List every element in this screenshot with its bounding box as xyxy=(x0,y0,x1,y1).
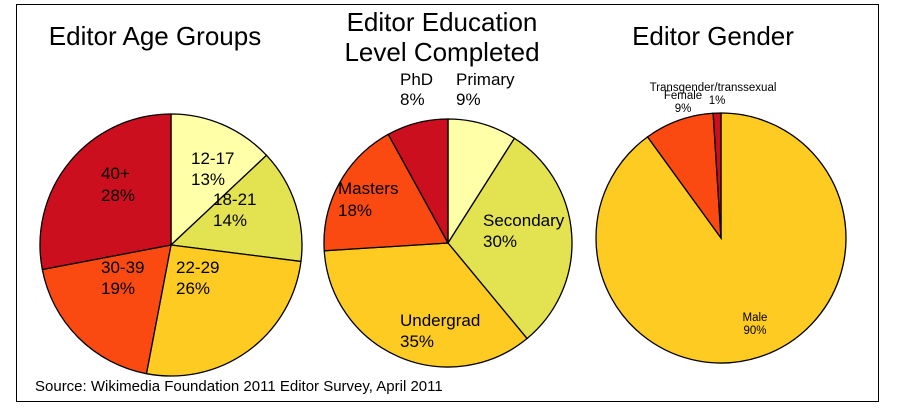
slice-label: Male xyxy=(743,312,768,324)
slice-label: Masters xyxy=(338,179,398,198)
pie-slice-phd xyxy=(387,118,449,244)
pie-slice-secondary xyxy=(447,137,573,340)
slice-value-label: 35% xyxy=(400,332,434,351)
pie-slice-40- xyxy=(39,113,172,271)
slice-value-label: 19% xyxy=(101,279,135,298)
slice-label: 40+ xyxy=(101,164,130,183)
source-note: Source: Wikimedia Foundation 2011 Editor… xyxy=(35,378,443,395)
pie-slice-22-29 xyxy=(145,244,302,377)
slice-label: 18-21 xyxy=(213,190,256,209)
slice-label: PhD xyxy=(400,70,433,89)
slice-value-label: 14% xyxy=(213,211,247,230)
slice-value-label: 18% xyxy=(338,201,372,220)
pie-slice-masters xyxy=(323,133,450,252)
pies-group: 12-17 13%18-21 14% 22-29 26% 30-39 19% 40+ 28% Pr… xyxy=(39,70,847,377)
slice-value-label: 9% xyxy=(675,103,692,115)
slice-value-label: 13% xyxy=(191,170,225,189)
slice-value-label: 26% xyxy=(176,279,210,298)
pie-slice-undergrad xyxy=(323,242,528,368)
slice-label: 12-17 xyxy=(191,149,234,168)
slice-label: Primary xyxy=(456,70,515,89)
pie-slice-30-39 xyxy=(41,244,172,375)
slice-label: Undergrad xyxy=(400,311,480,330)
slice-label: Transgender/transsexual xyxy=(650,82,777,94)
pie-slice-18-21 xyxy=(169,154,303,263)
pie-chart-1: 12-17 13%18-21 14% 22-29 26% 30-39 19% 40+ 28% xyxy=(39,113,303,377)
pie-charts-svg: Editor Age Groups Editor Education Level… xyxy=(35,7,847,395)
slice-value-label: 8% xyxy=(400,90,425,109)
slice-label: Secondary xyxy=(483,211,565,230)
pie-slice-transgender-transsexual xyxy=(712,112,722,239)
slice-value-label: 28% xyxy=(101,186,135,205)
slice-label: Female xyxy=(664,90,702,102)
education-chart-title-line-1: Editor Education xyxy=(347,7,538,37)
pie-slice-12-17 xyxy=(170,113,268,247)
slice-value-label: 90% xyxy=(743,325,766,337)
chart-frame: Editor Age Groups Editor Education Level… xyxy=(16,4,879,402)
slice-value-label: 1% xyxy=(709,95,726,107)
slice-label: 22-29 xyxy=(176,258,219,277)
slice-label: 30-39 xyxy=(101,258,144,277)
slice-value-label: 9% xyxy=(456,90,481,109)
slice-value-label: 30% xyxy=(483,232,517,251)
education-chart-title-line-2: Level Completed xyxy=(344,37,539,67)
age-chart-title: Editor Age Groups xyxy=(49,21,261,51)
gender-chart-title: Editor Gender xyxy=(632,21,794,51)
